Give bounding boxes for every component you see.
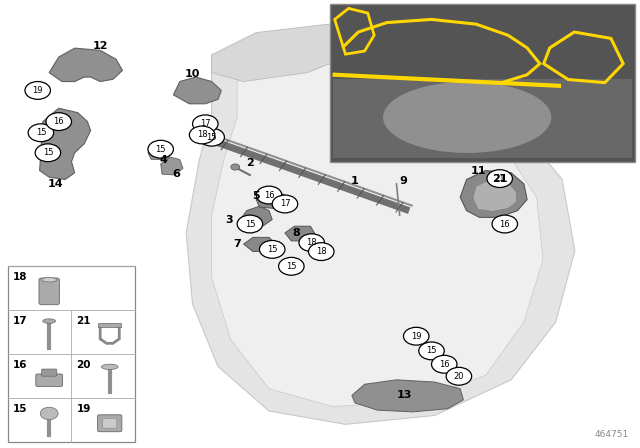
Polygon shape <box>148 142 173 159</box>
Polygon shape <box>161 157 183 175</box>
Text: 14: 14 <box>48 179 63 189</box>
Circle shape <box>256 186 282 204</box>
Text: 16: 16 <box>53 117 64 126</box>
Polygon shape <box>460 171 527 217</box>
Circle shape <box>46 113 72 130</box>
Text: 2: 2 <box>246 158 254 168</box>
Text: 11: 11 <box>470 167 486 177</box>
Text: 7: 7 <box>234 239 241 249</box>
Text: 18: 18 <box>197 130 207 139</box>
Text: 19: 19 <box>411 332 422 340</box>
Text: 15: 15 <box>36 128 46 137</box>
Text: 5: 5 <box>252 191 260 202</box>
Circle shape <box>231 164 240 170</box>
Circle shape <box>35 144 61 162</box>
FancyBboxPatch shape <box>102 418 116 428</box>
Text: 17: 17 <box>13 316 28 326</box>
Ellipse shape <box>101 364 118 370</box>
Circle shape <box>308 243 334 260</box>
Polygon shape <box>49 48 122 82</box>
Text: 464751: 464751 <box>595 430 629 439</box>
Text: 1: 1 <box>351 176 359 186</box>
Text: 16: 16 <box>499 220 510 228</box>
Text: 21: 21 <box>492 173 508 184</box>
Text: 8: 8 <box>292 228 300 238</box>
FancyBboxPatch shape <box>330 4 636 162</box>
Polygon shape <box>256 190 285 208</box>
Polygon shape <box>40 108 91 180</box>
Text: 16: 16 <box>264 190 275 199</box>
Text: 15: 15 <box>267 245 278 254</box>
Circle shape <box>403 327 429 345</box>
Text: 15: 15 <box>13 404 28 414</box>
Ellipse shape <box>42 278 57 282</box>
Circle shape <box>193 115 218 133</box>
Text: 15: 15 <box>286 262 296 271</box>
FancyBboxPatch shape <box>99 323 121 327</box>
Text: 18: 18 <box>13 272 28 282</box>
Circle shape <box>40 407 58 420</box>
Text: 15: 15 <box>43 148 53 157</box>
Circle shape <box>299 234 324 252</box>
Circle shape <box>28 124 54 142</box>
Polygon shape <box>212 59 543 406</box>
Circle shape <box>278 258 304 275</box>
FancyBboxPatch shape <box>39 278 60 305</box>
FancyBboxPatch shape <box>333 79 632 158</box>
Text: 19: 19 <box>33 86 43 95</box>
Polygon shape <box>186 37 575 424</box>
FancyBboxPatch shape <box>42 369 57 376</box>
Circle shape <box>419 342 444 360</box>
Text: 12: 12 <box>92 41 108 51</box>
Text: 10: 10 <box>185 69 200 79</box>
Circle shape <box>431 355 457 373</box>
Circle shape <box>237 215 262 233</box>
Text: 18: 18 <box>307 238 317 247</box>
Ellipse shape <box>43 319 56 323</box>
Text: 6: 6 <box>173 169 180 179</box>
Polygon shape <box>473 180 516 211</box>
Circle shape <box>199 128 225 146</box>
Text: 19: 19 <box>77 404 91 414</box>
Polygon shape <box>212 24 352 82</box>
Circle shape <box>189 126 215 144</box>
Text: 18: 18 <box>316 247 326 256</box>
Text: 13: 13 <box>397 390 412 401</box>
Polygon shape <box>173 77 221 104</box>
Ellipse shape <box>383 82 551 153</box>
Text: 15: 15 <box>244 220 255 228</box>
FancyBboxPatch shape <box>98 415 122 432</box>
Text: 20: 20 <box>77 360 91 370</box>
Text: 3: 3 <box>226 215 234 224</box>
Circle shape <box>487 170 513 188</box>
Text: 17: 17 <box>200 119 211 128</box>
Polygon shape <box>241 206 272 226</box>
FancyBboxPatch shape <box>8 266 135 442</box>
Text: 15: 15 <box>426 346 436 355</box>
Circle shape <box>272 195 298 213</box>
Text: 9: 9 <box>399 176 407 186</box>
Text: 15: 15 <box>207 133 217 142</box>
Text: 17: 17 <box>280 199 291 208</box>
Circle shape <box>259 241 285 258</box>
Circle shape <box>446 367 472 385</box>
Text: 16: 16 <box>13 360 28 370</box>
Text: 21: 21 <box>77 316 91 326</box>
FancyBboxPatch shape <box>36 374 63 387</box>
Circle shape <box>148 140 173 158</box>
Text: 15: 15 <box>156 145 166 154</box>
Polygon shape <box>244 237 275 252</box>
Text: 21: 21 <box>495 174 505 183</box>
Polygon shape <box>285 226 315 241</box>
Text: 20: 20 <box>454 372 464 381</box>
Circle shape <box>25 82 51 99</box>
Circle shape <box>492 215 518 233</box>
Text: 4: 4 <box>160 155 168 165</box>
Polygon shape <box>352 380 463 412</box>
Text: 16: 16 <box>439 360 449 369</box>
